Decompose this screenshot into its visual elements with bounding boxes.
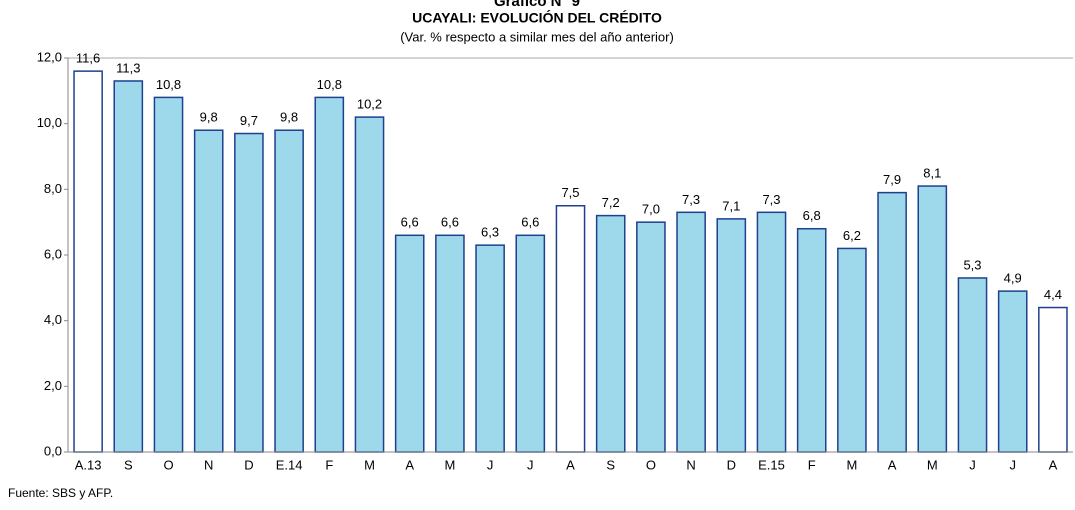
x-tick-label: F [808, 457, 816, 472]
x-tick-label: O [163, 457, 173, 472]
chart-title: UCAYALI: EVOLUCIÓN DEL CRÉDITO [412, 9, 662, 26]
bar [917, 185, 948, 453]
y-tick-label: 8,0 [44, 181, 62, 196]
bar [756, 211, 787, 453]
bar [837, 247, 867, 453]
x-tick-label: S [124, 457, 133, 472]
x-tick-label: N [204, 457, 213, 472]
value-label: 7,9 [883, 172, 901, 187]
x-tick-label: M [444, 457, 455, 472]
value-label: 6,3 [481, 225, 499, 240]
bar [796, 227, 827, 453]
y-tick-label: 4,0 [44, 312, 62, 327]
bar [73, 70, 103, 453]
value-label: 9,7 [240, 113, 258, 128]
chart-overline: Gráfico N° 9 [494, 0, 580, 10]
value-label: 7,5 [561, 185, 579, 200]
chart-subtitle: (Var. % respecto a similar mes del año a… [400, 29, 674, 44]
bar [716, 218, 747, 453]
bar [555, 205, 586, 453]
x-tick-label: A [1049, 457, 1058, 472]
value-label: 11,3 [116, 60, 140, 75]
bar [153, 96, 184, 453]
bar [113, 80, 144, 453]
value-label: 11,6 [76, 51, 100, 66]
value-label: 5,3 [963, 257, 981, 272]
y-tick-label: 6,0 [44, 246, 62, 261]
x-tick-label: S [606, 457, 615, 472]
y-tick-label: 0,0 [44, 443, 62, 458]
x-tick-label: N [686, 457, 695, 472]
value-label: 10,2 [357, 97, 382, 112]
bar [354, 116, 385, 453]
bar [595, 214, 626, 453]
bar [676, 211, 706, 453]
bar [957, 277, 988, 453]
x-tick-label: M [364, 457, 375, 472]
bar [877, 191, 907, 453]
x-tick-label: J [969, 457, 976, 472]
x-tick-label: M [927, 457, 938, 472]
value-label: 9,8 [200, 110, 218, 125]
bar [314, 96, 345, 453]
value-label: 6,6 [401, 215, 419, 230]
value-label: 6,6 [441, 215, 459, 230]
x-tick-label: J [1009, 457, 1016, 472]
x-tick-label: J [527, 457, 534, 472]
bar [475, 244, 505, 453]
bar [435, 234, 465, 453]
x-tick-label: A [888, 457, 897, 472]
bar [515, 234, 546, 453]
bar [274, 129, 304, 453]
x-tick-label: J [487, 457, 494, 472]
value-label: 10,8 [317, 77, 342, 92]
y-tick-label: 12,0 [37, 49, 62, 64]
bar [636, 221, 666, 453]
bar [193, 129, 224, 453]
value-label: 6,6 [521, 215, 539, 230]
value-label: 7,0 [642, 202, 660, 217]
x-tick-label: F [325, 457, 333, 472]
value-label: 7,3 [682, 192, 700, 207]
x-tick-label: D [727, 457, 736, 472]
x-tick-label: E.14 [276, 457, 303, 472]
x-tick-label: E.15 [758, 457, 785, 472]
value-label: 10,8 [156, 77, 181, 92]
value-label: 9,8 [280, 110, 298, 125]
source-note: Fuente: SBS y AFP. [8, 486, 113, 500]
value-label: 7,3 [762, 192, 780, 207]
y-tick-label: 2,0 [44, 378, 62, 393]
value-label: 4,9 [1004, 271, 1022, 286]
bar [234, 132, 264, 453]
bar [1038, 306, 1068, 453]
x-tick-label: A [405, 457, 414, 472]
value-label: 6,8 [803, 208, 821, 223]
value-label: 7,1 [722, 198, 740, 213]
x-tick-label: D [244, 457, 253, 472]
value-label: 8,1 [923, 165, 941, 180]
bar [997, 290, 1028, 453]
value-label: 7,2 [602, 195, 620, 210]
value-label: 6,2 [843, 228, 861, 243]
x-tick-label: A.13 [75, 457, 102, 472]
y-tick-label: 10,0 [37, 115, 62, 130]
bar [394, 234, 425, 453]
x-tick-label: O [646, 457, 656, 472]
x-tick-label: A [566, 457, 575, 472]
x-tick-label: M [846, 457, 857, 472]
value-label: 4,4 [1044, 287, 1062, 302]
